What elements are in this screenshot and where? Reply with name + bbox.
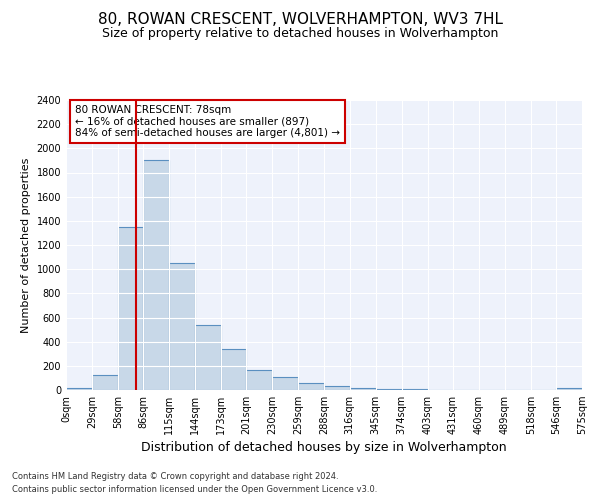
Bar	[118, 227, 143, 390]
Bar	[92, 375, 118, 390]
Text: Contains HM Land Registry data © Crown copyright and database right 2024.: Contains HM Land Registry data © Crown c…	[12, 472, 338, 481]
Bar	[195, 325, 221, 390]
Bar	[376, 389, 401, 390]
Bar	[221, 349, 247, 390]
Bar	[325, 386, 350, 390]
X-axis label: Distribution of detached houses by size in Wolverhampton: Distribution of detached houses by size …	[141, 442, 507, 454]
Text: 80, ROWAN CRESCENT, WOLVERHAMPTON, WV3 7HL: 80, ROWAN CRESCENT, WOLVERHAMPTON, WV3 7…	[97, 12, 503, 28]
Bar	[556, 388, 582, 390]
Bar	[66, 388, 92, 390]
Y-axis label: Number of detached properties: Number of detached properties	[21, 158, 31, 332]
Text: Contains public sector information licensed under the Open Government Licence v3: Contains public sector information licen…	[12, 485, 377, 494]
Bar	[272, 376, 298, 390]
Bar	[350, 388, 376, 390]
Bar	[298, 384, 325, 390]
Bar	[247, 370, 272, 390]
Bar	[143, 160, 169, 390]
Text: Size of property relative to detached houses in Wolverhampton: Size of property relative to detached ho…	[102, 28, 498, 40]
Bar	[169, 263, 195, 390]
Text: 80 ROWAN CRESCENT: 78sqm
← 16% of detached houses are smaller (897)
84% of semi-: 80 ROWAN CRESCENT: 78sqm ← 16% of detach…	[75, 105, 340, 138]
